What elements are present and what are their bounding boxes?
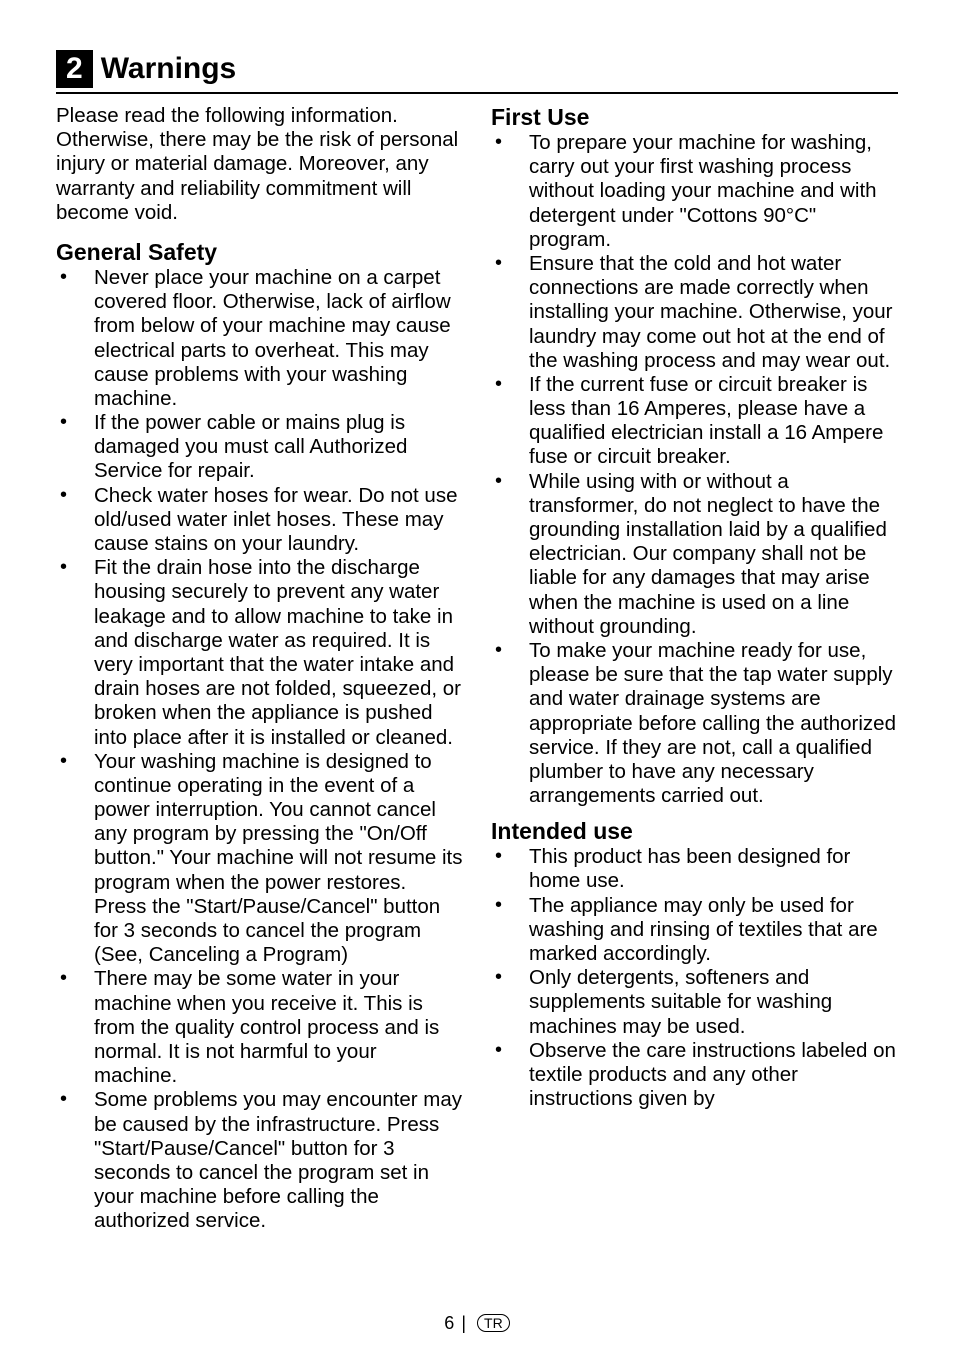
page-footer: 6 | TR	[0, 1313, 954, 1334]
content-columns: Please read the following information. O…	[56, 104, 898, 1264]
list-item: To make your machine ready for use, plea…	[491, 639, 898, 808]
list-item: This product has been designed for home …	[491, 845, 898, 893]
intended-use-heading: Intended use	[491, 818, 898, 845]
list-item: Only detergents, softeners and supplemen…	[491, 966, 898, 1039]
section-header: 2 Warnings	[56, 50, 898, 88]
general-safety-heading: General Safety	[56, 239, 463, 266]
list-item: Fit the drain hose into the discharge ho…	[56, 556, 463, 750]
list-item: Your washing machine is designed to cont…	[56, 750, 463, 968]
intro-paragraph: Please read the following information. O…	[56, 104, 463, 225]
list-item: While using with or without a transforme…	[491, 470, 898, 639]
list-item: If the current fuse or circuit breaker i…	[491, 373, 898, 470]
page-number: 6	[444, 1313, 454, 1333]
section-rule	[56, 92, 898, 94]
list-item: There may be some water in your machine …	[56, 967, 463, 1088]
list-item: Check water hoses for wear. Do not use o…	[56, 484, 463, 557]
region-badge: TR	[477, 1314, 510, 1332]
general-safety-list: Never place your machine on a carpet cov…	[56, 266, 463, 1234]
list-item: Some problems you may encounter may be c…	[56, 1088, 463, 1233]
section-number: 2	[56, 50, 93, 88]
list-item: To prepare your machine for washing, car…	[491, 131, 898, 252]
list-item: Ensure that the cold and hot water conne…	[491, 252, 898, 373]
first-use-list: To prepare your machine for washing, car…	[491, 131, 898, 808]
list-item: The appliance may only be used for washi…	[491, 894, 898, 967]
intended-use-list: This product has been designed for home …	[491, 845, 898, 1111]
list-item: If the power cable or mains plug is dama…	[56, 411, 463, 484]
list-item: Observe the care instructions labeled on…	[491, 1039, 898, 1112]
section-title: Warnings	[101, 52, 237, 86]
first-use-heading: First Use	[491, 104, 898, 131]
list-item: Never place your machine on a carpet cov…	[56, 266, 463, 411]
